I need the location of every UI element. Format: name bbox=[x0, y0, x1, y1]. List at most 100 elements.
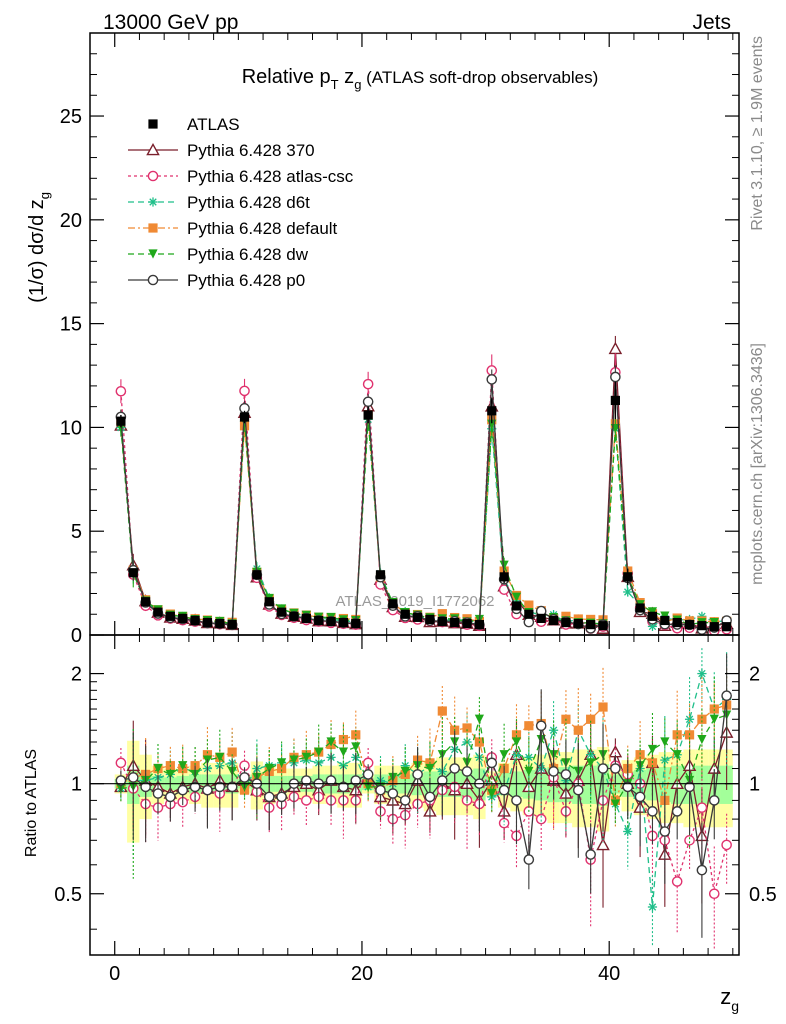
atlas-data-point bbox=[425, 614, 435, 625]
atlas-data-point bbox=[511, 601, 522, 611]
legend: ATLAS Pythia 6.428 370 Pythia 6.428 atlas-… bbox=[128, 115, 354, 290]
legend-label: Pythia 6.428 default bbox=[187, 219, 338, 238]
ratio-marker bbox=[634, 791, 646, 803]
ratio-marker bbox=[399, 795, 411, 806]
ratio-marker bbox=[585, 849, 596, 860]
atlas-data-point bbox=[141, 597, 151, 607]
ratio-marker bbox=[115, 775, 127, 786]
main-panel-series bbox=[114, 335, 734, 635]
legend-label: Pythia 6.428 dw bbox=[187, 245, 309, 264]
legend-marker bbox=[148, 223, 158, 233]
ratio-marker bbox=[610, 799, 620, 809]
main-y-tick-label: 25 bbox=[60, 106, 82, 128]
ratio-marker bbox=[177, 784, 189, 796]
ratio-marker bbox=[263, 791, 275, 803]
ratio-marker bbox=[511, 737, 522, 747]
atlas-data-point bbox=[672, 617, 682, 628]
ratio-marker bbox=[487, 788, 497, 799]
ratio-marker bbox=[338, 747, 349, 757]
ratio-panel-frame bbox=[89, 634, 740, 956]
atlas-data-point bbox=[388, 599, 398, 609]
ratio-marker bbox=[326, 737, 336, 747]
atlas-data-point bbox=[586, 620, 596, 630]
ratio-line-1 bbox=[120, 757, 728, 894]
ratio-marker bbox=[375, 784, 386, 796]
main-y-tick-label: 5 bbox=[71, 521, 82, 543]
atlas-data-point bbox=[684, 620, 695, 630]
legend-marker bbox=[148, 249, 158, 259]
ratio-marker bbox=[301, 775, 312, 786]
series-marker bbox=[623, 587, 633, 597]
analysis-watermark: ATLAS_2019_I1772062 bbox=[335, 593, 494, 610]
ratio-y-tick-label-right: 2 bbox=[749, 664, 760, 686]
atlas-data-point bbox=[326, 616, 336, 627]
ratio-y-tick-label: 0.5 bbox=[54, 884, 82, 906]
ratio-marker bbox=[277, 758, 287, 768]
atlas-data-point bbox=[437, 616, 447, 627]
atlas-data-point bbox=[351, 618, 361, 629]
atlas-data-point bbox=[561, 617, 571, 628]
atlas-data-point bbox=[202, 617, 213, 628]
atlas-data-point bbox=[363, 410, 373, 420]
legend-marker bbox=[148, 197, 158, 207]
legend-label: Pythia 6.428 d6t bbox=[187, 193, 310, 212]
atlas-data-point bbox=[573, 618, 583, 629]
main-y-axis-label: (1/σ) dσ/d zg bbox=[26, 192, 52, 303]
atlas-data-point bbox=[610, 395, 620, 406]
ratio-marker bbox=[165, 769, 175, 780]
series-line-0 bbox=[120, 348, 727, 630]
ratio-marker bbox=[362, 769, 374, 780]
series-marker bbox=[362, 396, 374, 408]
ratio-marker bbox=[239, 772, 250, 783]
series-line-1 bbox=[120, 370, 727, 632]
ratio-marker bbox=[586, 714, 596, 724]
main-y-tick-label: 15 bbox=[60, 314, 82, 336]
plot-title: Relative pT zg (ATLAS soft-drop observab… bbox=[242, 66, 599, 92]
x-tick-label: 0 bbox=[109, 963, 120, 985]
ratio-marker bbox=[647, 902, 658, 912]
atlas-data-point bbox=[338, 617, 349, 628]
ratio-marker bbox=[314, 747, 324, 757]
series-marker bbox=[608, 341, 623, 355]
atlas-data-point bbox=[289, 611, 299, 621]
ratio-marker bbox=[511, 730, 522, 740]
ratio-marker bbox=[115, 757, 127, 769]
series-marker bbox=[499, 560, 509, 570]
process-label: Jets bbox=[692, 11, 731, 34]
ratio-marker bbox=[573, 725, 583, 735]
ratio-marker bbox=[289, 755, 299, 765]
ratio-marker bbox=[486, 757, 498, 769]
legend-label: Pythia 6.428 p0 bbox=[187, 271, 305, 290]
ratio-y-axis-label: Ratio to ATLAS bbox=[23, 749, 40, 857]
ratio-marker bbox=[350, 775, 362, 786]
ratio-marker bbox=[708, 888, 720, 900]
ratio-marker bbox=[462, 723, 472, 733]
atlas-data-point bbox=[128, 568, 138, 578]
ratio-marker bbox=[596, 837, 610, 851]
atlas-data-point bbox=[598, 621, 608, 631]
legend-marker bbox=[147, 170, 159, 182]
ratio-marker bbox=[647, 806, 658, 817]
series-line-4 bbox=[120, 419, 727, 626]
ratio-marker bbox=[178, 761, 188, 771]
ratio-marker bbox=[202, 784, 213, 796]
legend-marker bbox=[146, 142, 160, 156]
ratio-marker bbox=[461, 766, 473, 777]
ratio-marker bbox=[721, 690, 732, 702]
atlas-data-point bbox=[178, 613, 188, 623]
atlas-data-point bbox=[697, 621, 707, 631]
x-tick-label: 20 bbox=[351, 963, 373, 985]
ratio-marker bbox=[400, 766, 410, 777]
ratio-y-tick-label: 1 bbox=[71, 774, 82, 796]
ratio-marker bbox=[127, 772, 139, 783]
ratio-marker bbox=[325, 775, 337, 786]
atlas-data-point bbox=[239, 412, 250, 422]
ratio-marker bbox=[598, 702, 608, 712]
atlas-data-point bbox=[190, 615, 200, 626]
ratio-marker bbox=[227, 747, 237, 757]
ratio-marker bbox=[215, 752, 225, 762]
atlas-data-point bbox=[277, 607, 287, 617]
series-marker bbox=[524, 600, 534, 610]
ratio-marker bbox=[672, 730, 682, 740]
series-line-3 bbox=[120, 414, 727, 624]
